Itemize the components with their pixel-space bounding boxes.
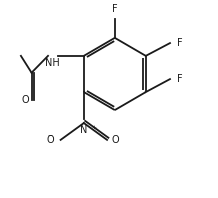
Text: N: N — [80, 125, 87, 135]
Text: F: F — [177, 74, 182, 84]
Text: O: O — [22, 95, 29, 105]
Text: F: F — [112, 4, 118, 14]
Text: O: O — [112, 135, 119, 145]
Text: O: O — [47, 135, 54, 145]
Text: $^-$: $^-$ — [46, 132, 54, 141]
Text: NH: NH — [46, 58, 60, 68]
Text: F: F — [177, 38, 182, 48]
Text: $^+$: $^+$ — [90, 125, 97, 134]
